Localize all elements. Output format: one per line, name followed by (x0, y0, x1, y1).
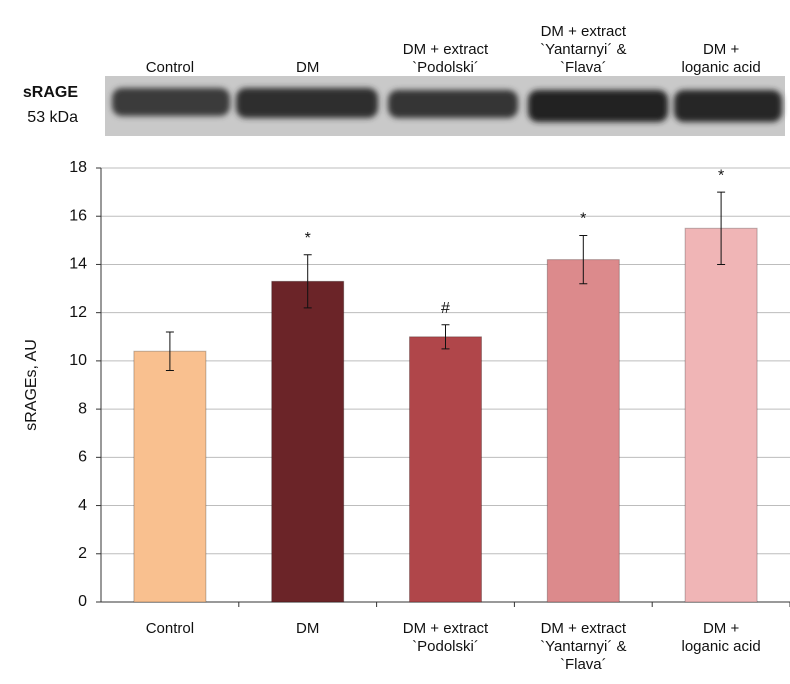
y-tick-label: 18 (69, 159, 87, 176)
blot-lane-label: DM + extract `Yantarnyi´ & `Flava´ (515, 23, 651, 77)
y-tick-label: 12 (69, 304, 87, 321)
blot-lane-label: DM + loganic acid (653, 41, 789, 77)
bar (685, 228, 757, 602)
bar (272, 281, 344, 602)
blot (105, 76, 785, 136)
annotation: # (441, 300, 450, 317)
y-tick-label: 10 (69, 352, 87, 369)
x-tick-label: DM + extract `Yantarnyi´ & `Flava´ (515, 620, 651, 674)
y-tick-label: 0 (78, 593, 87, 610)
bar (547, 260, 619, 602)
annotation: * (305, 230, 311, 247)
bar (410, 337, 482, 602)
blot-weight: 53 kDa (27, 109, 78, 126)
page: sRAGE 53 kDa sRAGEs, AU 0 2 4 6 8 10 12 14 16 18 *… (0, 0, 790, 684)
x-tick-label: DM + loganic acid (653, 620, 789, 656)
y-tick-label: 6 (78, 449, 87, 466)
y-axis-label: sRAGEs, AU (23, 339, 40, 431)
x-tick-label: DM + extract `Podolski´ (378, 620, 514, 656)
y-tick-label: 2 (78, 545, 87, 562)
x-tick-label: DM (240, 620, 376, 638)
blot-lane-label: DM (240, 59, 376, 77)
chart: sRAGE 53 kDa sRAGEs, AU 0 2 4 6 8 10 12 14 16 18 *… (0, 0, 790, 684)
y-tick-label: 14 (69, 256, 87, 273)
blot-lane-label: DM + extract `Podolski´ (378, 41, 514, 77)
blot-lane-label: Control (102, 59, 238, 77)
y-tick-label: 8 (78, 400, 87, 417)
y-tick-label: 16 (69, 207, 87, 224)
annotation: * (580, 211, 586, 228)
y-tick-label: 4 (78, 497, 87, 514)
bar (134, 351, 206, 602)
blot-label: sRAGE (23, 84, 78, 101)
x-tick-label: Control (102, 620, 238, 638)
annotation: * (718, 167, 724, 184)
